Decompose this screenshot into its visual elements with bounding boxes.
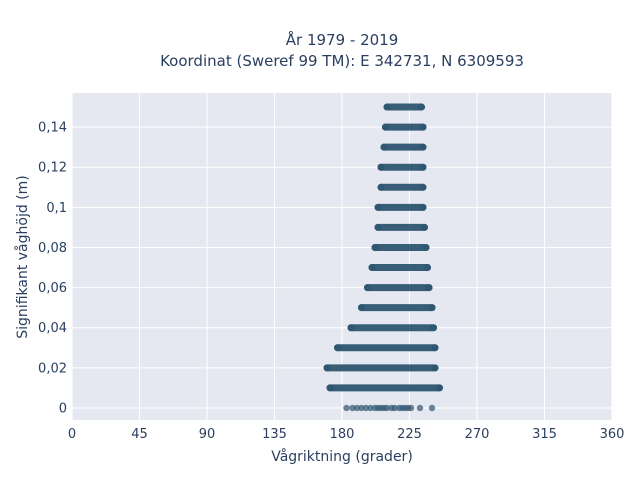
data-point — [380, 143, 388, 151]
data-point — [419, 183, 427, 191]
data-point — [391, 404, 398, 412]
data-point — [431, 344, 439, 352]
x-tick-label: 45 — [131, 427, 148, 442]
data-point — [430, 324, 437, 332]
data-point — [419, 123, 427, 131]
data-point — [358, 404, 365, 412]
data-point — [419, 163, 427, 171]
x-tick-label: 225 — [397, 427, 422, 442]
data-point — [374, 203, 382, 211]
data-point — [347, 324, 355, 332]
data-points — [323, 103, 443, 412]
y-tick-label: 0,1 — [46, 201, 67, 216]
data-point — [419, 143, 427, 151]
data-point — [349, 404, 356, 412]
data-point — [377, 163, 385, 171]
data-point — [425, 284, 433, 292]
data-point — [377, 183, 385, 191]
y-tick-label: 0 — [59, 401, 67, 416]
data-point — [407, 404, 415, 412]
data-point — [383, 404, 391, 412]
x-tick-label: 270 — [465, 427, 490, 442]
data-point — [422, 243, 430, 251]
data-point — [424, 264, 431, 272]
y-axis-title: Signifikant våghöjd (m) — [14, 175, 31, 338]
x-tick-label: 315 — [532, 427, 557, 442]
data-point — [416, 404, 424, 412]
x-tick-label: 135 — [262, 427, 287, 442]
x-tick-label: 90 — [199, 427, 216, 442]
y-tick-label: 0,04 — [38, 321, 67, 336]
data-point — [368, 264, 376, 272]
chart-subtitle: Koordinat (Sweref 99 TM): E 342731, N 63… — [160, 52, 524, 70]
x-axis-ticks: 0 45 90 135 180 225 270 315 360 — [68, 427, 625, 442]
data-point — [428, 304, 436, 312]
data-point — [418, 103, 425, 111]
x-tick-label: 180 — [330, 427, 355, 442]
data-point — [421, 223, 428, 231]
data-point — [364, 284, 371, 292]
data-point — [343, 404, 350, 412]
data-point — [323, 364, 331, 372]
x-tick-label: 360 — [600, 427, 625, 442]
y-tick-label: 0,14 — [38, 121, 67, 136]
x-tick-label: 0 — [68, 427, 76, 442]
y-tick-label: 0,06 — [38, 281, 67, 296]
data-point — [371, 243, 379, 251]
data-point — [353, 404, 361, 412]
data-point — [334, 344, 341, 352]
y-tick-label: 0,12 — [38, 161, 67, 176]
data-point — [419, 203, 427, 211]
data-point — [383, 103, 391, 111]
y-axis-ticks: 0 0,02 0,04 0,06 0,08 0,1 0,12 0,14 — [38, 121, 67, 417]
data-point — [362, 404, 370, 412]
data-point — [326, 384, 334, 392]
data-point — [431, 364, 439, 372]
y-tick-label: 0,08 — [38, 241, 67, 256]
data-point — [358, 304, 365, 312]
data-point — [428, 404, 436, 412]
y-tick-label: 0,02 — [38, 361, 67, 376]
data-point — [382, 123, 389, 131]
data-point — [436, 384, 443, 392]
chart-title: År 1979 - 2019 — [286, 30, 399, 49]
x-axis-title: Vågriktning (grader) — [271, 448, 413, 465]
data-point — [367, 404, 374, 412]
data-point — [374, 223, 382, 231]
